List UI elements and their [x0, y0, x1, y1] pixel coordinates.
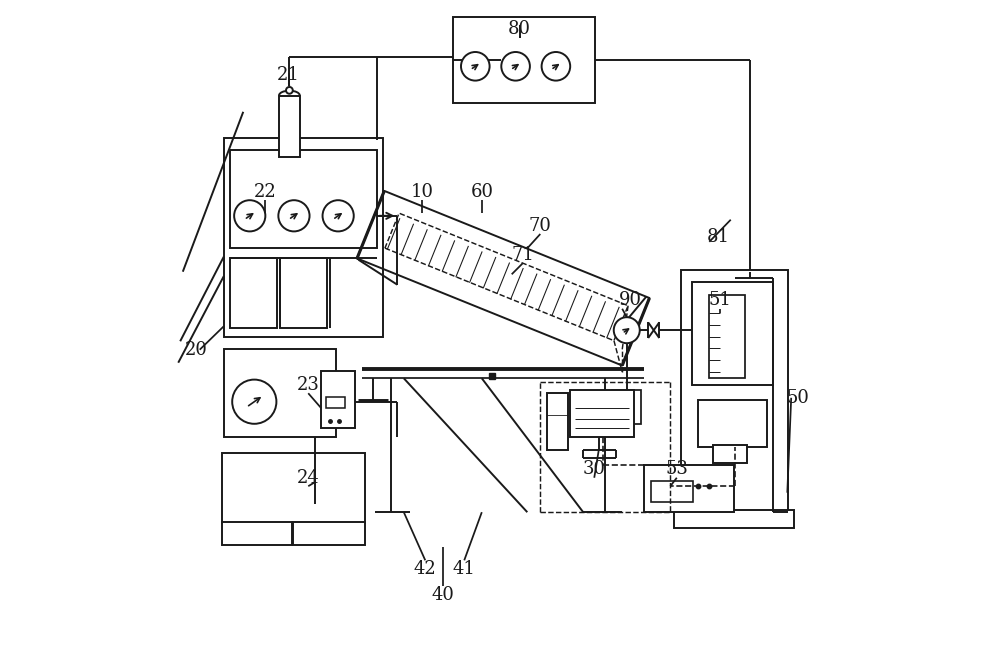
Text: 80: 80: [508, 20, 531, 38]
Text: 70: 70: [529, 217, 552, 235]
Bar: [570, 390, 634, 437]
Bar: [709, 295, 745, 378]
Bar: [713, 445, 747, 463]
Text: 71: 71: [511, 246, 534, 264]
Text: 22: 22: [253, 183, 276, 201]
Bar: [612, 390, 641, 424]
Text: 41: 41: [453, 560, 476, 578]
Text: 20: 20: [184, 341, 207, 359]
Text: 90: 90: [618, 291, 642, 309]
Bar: [224, 138, 383, 337]
Circle shape: [542, 52, 570, 81]
Circle shape: [234, 200, 265, 231]
Bar: [230, 258, 277, 328]
Bar: [222, 522, 292, 545]
Text: 10: 10: [411, 183, 434, 201]
Text: 24: 24: [297, 469, 320, 487]
Bar: [547, 393, 568, 450]
Bar: [222, 453, 365, 523]
Circle shape: [232, 380, 276, 424]
Bar: [230, 150, 376, 248]
Circle shape: [461, 52, 490, 81]
Bar: [321, 370, 355, 428]
Text: 60: 60: [470, 183, 493, 201]
Bar: [280, 258, 327, 328]
Bar: [698, 400, 767, 447]
Bar: [224, 349, 336, 437]
Text: 51: 51: [708, 291, 731, 309]
Text: 50: 50: [786, 389, 809, 407]
Bar: [681, 270, 788, 512]
Bar: [326, 396, 345, 408]
Circle shape: [323, 200, 354, 231]
Text: 53: 53: [665, 460, 688, 478]
Bar: [644, 465, 734, 512]
Circle shape: [501, 52, 530, 81]
Text: 40: 40: [431, 586, 454, 604]
Text: 30: 30: [583, 460, 606, 478]
Bar: [293, 522, 365, 545]
Text: 81: 81: [706, 228, 729, 246]
Circle shape: [278, 200, 310, 231]
Circle shape: [614, 317, 640, 343]
Bar: [279, 96, 300, 157]
Bar: [453, 17, 595, 103]
Text: 42: 42: [414, 560, 437, 578]
Circle shape: [286, 87, 293, 94]
Bar: [692, 282, 773, 385]
Bar: [330, 258, 376, 328]
Text: 23: 23: [297, 376, 320, 394]
Text: 21: 21: [277, 66, 300, 84]
Bar: [674, 510, 794, 528]
Bar: [651, 481, 693, 502]
